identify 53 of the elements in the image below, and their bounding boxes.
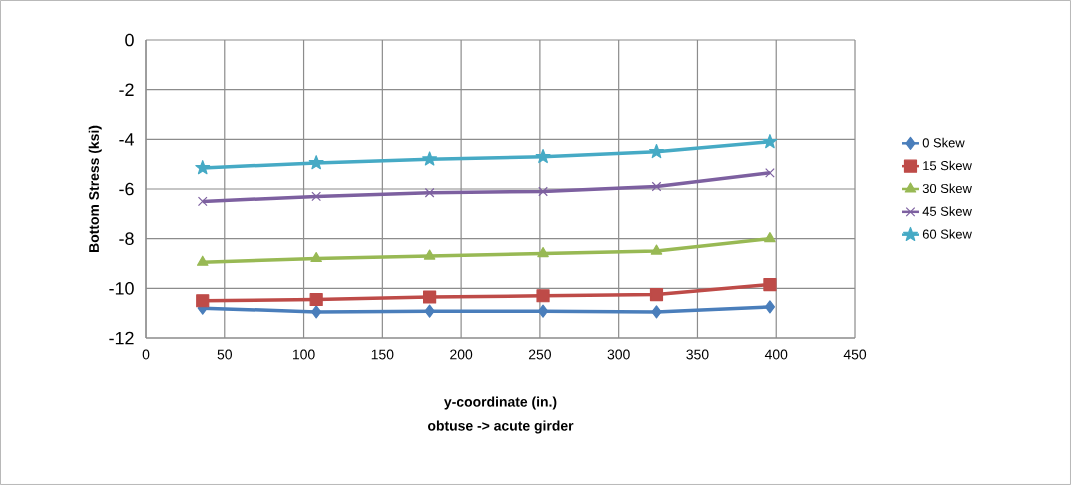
point: [423, 249, 436, 260]
point: [764, 232, 776, 243]
legend-label: 30 Skew: [922, 183, 972, 194]
point: [424, 304, 435, 318]
point: [197, 196, 208, 207]
point: [311, 305, 322, 319]
x-tick-label: 350: [686, 349, 709, 360]
legend-label: 60 Skew: [922, 229, 972, 239]
point: [651, 181, 662, 192]
point: [765, 168, 775, 178]
point: [196, 255, 209, 266]
point: [764, 300, 776, 314]
y-tick-label: -6: [119, 182, 134, 196]
y-tick-label: -12: [109, 331, 134, 345]
point: [537, 246, 549, 258]
point: [308, 155, 324, 170]
point: [424, 187, 435, 198]
legend-label: 45 Skew: [922, 206, 972, 216]
point: [423, 290, 437, 304]
y-tick-label: -10: [109, 281, 134, 295]
x-tick-label: 300: [607, 349, 630, 360]
x-tick-label: 200: [450, 349, 473, 360]
point: [762, 134, 778, 149]
point: [309, 292, 323, 307]
point: [310, 251, 322, 263]
x-tick-label: 150: [371, 349, 394, 360]
point: [195, 160, 211, 175]
point: [537, 304, 549, 318]
point: [536, 289, 550, 303]
point: [311, 191, 322, 202]
point: [535, 148, 551, 164]
x-axis-title: y-coordinate (in.) obtuse -> acute girder: [428, 396, 574, 434]
x-tick-label: 100: [292, 349, 315, 360]
y-tick-label: -4: [119, 133, 134, 146]
y-tick-label: -2: [119, 83, 134, 96]
y-tick-label: 0: [125, 33, 134, 47]
point: [763, 277, 777, 292]
x-tick-label: 400: [764, 349, 788, 360]
point: [538, 186, 548, 197]
point: [649, 287, 664, 302]
y-axis-title: Bottom Stress (ksi): [88, 125, 102, 252]
point: [650, 244, 663, 255]
point: [651, 305, 662, 319]
y-tick-label: -8: [119, 232, 134, 245]
legend-label: 15 Skew: [923, 160, 972, 171]
legend-label: 0 Skew: [922, 137, 965, 148]
point: [649, 143, 664, 159]
x-tick-label: 250: [528, 349, 551, 360]
x-tick-label: 450: [843, 349, 867, 360]
point: [196, 294, 210, 308]
x-tick-label: 50: [217, 349, 232, 360]
x-tick-label: 0: [142, 349, 150, 360]
point: [422, 151, 438, 166]
